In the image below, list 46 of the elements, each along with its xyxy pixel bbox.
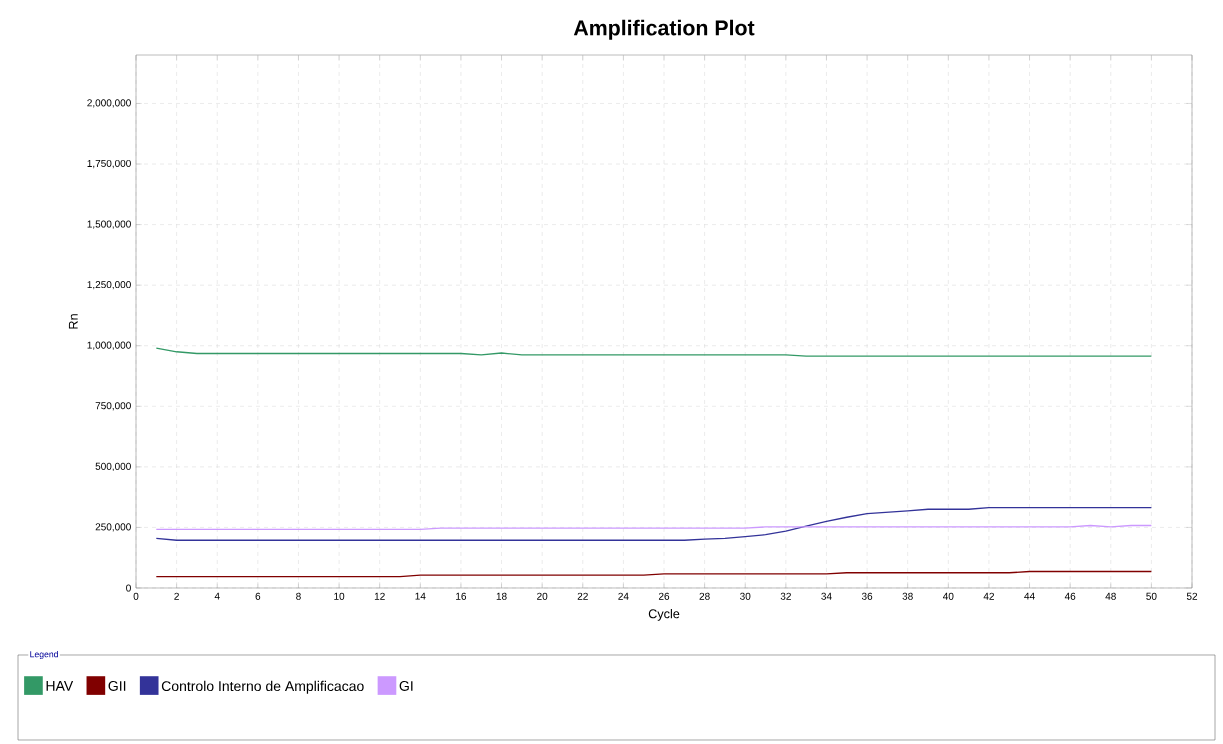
- x-tick-label: 10: [334, 592, 345, 600]
- y-tick-label: 1,750,000: [87, 159, 131, 169]
- x-tick-label: 36: [861, 592, 873, 600]
- x-tick-label: 26: [658, 592, 670, 600]
- legend-title: Legend: [30, 650, 58, 660]
- x-tick-label: 46: [1064, 592, 1076, 600]
- legend-label: GI: [399, 681, 413, 691]
- y-tick-label: 500,000: [95, 462, 131, 471]
- x-tick-label: 48: [1105, 592, 1116, 600]
- y-tick-label: 1,500,000: [87, 220, 131, 229]
- x-tick-label: 52: [1186, 592, 1198, 600]
- x-tick-label: 40: [942, 592, 954, 600]
- x-tick-label: 8: [296, 592, 301, 600]
- y-tick-label: 2,000,000: [87, 99, 131, 108]
- x-tick-label: 16: [456, 592, 467, 600]
- x-tick-label: 2: [174, 592, 179, 600]
- x-tick-label: 12: [374, 592, 385, 600]
- line-series: [155, 347, 1153, 357]
- chart-title: Amplification Plot: [573, 19, 755, 40]
- x-tick-label: 0: [133, 592, 139, 600]
- y-tick-label: 250,000: [95, 523, 131, 532]
- x-tick-label: 14: [415, 592, 426, 600]
- x-tick-label: 34: [821, 592, 832, 600]
- line-series: [155, 506, 1153, 541]
- x-tick-label: 32: [780, 592, 791, 600]
- x-tick-label: 28: [699, 592, 710, 600]
- x-tick-label: 18: [496, 592, 507, 600]
- x-axis-title: Cycle: [648, 608, 680, 621]
- legend-label: HAV: [46, 681, 74, 691]
- y-axis-title: Rn: [68, 314, 78, 329]
- legend-label: GII: [108, 681, 126, 691]
- x-tick-label: 22: [577, 592, 588, 600]
- x-tick-label: 50: [1146, 592, 1157, 600]
- y-tick-label: 750,000: [95, 402, 131, 411]
- x-tick-label: 6: [255, 592, 261, 600]
- legend-label: Controlo Interno de Amplificacao: [161, 680, 364, 694]
- y-tick-label: 1,250,000: [87, 281, 131, 290]
- x-tick-label: 42: [983, 592, 994, 600]
- x-tick-label: 20: [537, 592, 548, 600]
- y-tick-label: 1,000,000: [87, 341, 131, 350]
- x-tick-label: 44: [1024, 592, 1035, 600]
- x-tick-label: 38: [902, 592, 913, 600]
- x-tick-label: 24: [618, 592, 629, 600]
- y-tick-label: 0: [126, 584, 131, 592]
- x-tick-label: 30: [740, 592, 751, 600]
- x-tick-label: 4: [214, 592, 220, 600]
